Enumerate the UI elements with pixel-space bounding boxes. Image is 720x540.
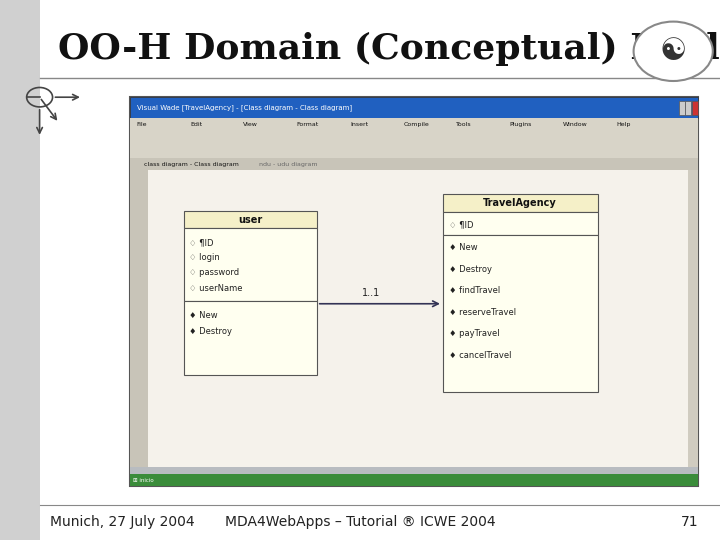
Text: Tools: Tools xyxy=(456,122,472,127)
Text: ♦ Destroy: ♦ Destroy xyxy=(449,265,492,274)
Circle shape xyxy=(634,22,713,81)
Text: Visual Wade [TravelAgency] - [Class diagram - Class diagram]: Visual Wade [TravelAgency] - [Class diag… xyxy=(137,104,352,111)
Bar xyxy=(130,170,148,467)
Text: ♦ New: ♦ New xyxy=(189,311,218,320)
Text: Plugins: Plugins xyxy=(510,122,532,127)
Bar xyxy=(130,131,698,145)
Text: ♢ userName: ♢ userName xyxy=(189,284,243,293)
Bar xyxy=(688,170,698,467)
Bar xyxy=(184,211,317,228)
Text: ⊞ inicio: ⊞ inicio xyxy=(133,477,154,483)
Bar xyxy=(443,235,598,392)
Bar xyxy=(130,118,698,131)
Text: Insert: Insert xyxy=(350,122,368,127)
Text: ♢ ¶ID: ♢ ¶ID xyxy=(449,220,473,230)
Text: OO-H Domain (Conceptual) Model: OO-H Domain (Conceptual) Model xyxy=(58,32,720,66)
Text: Window: Window xyxy=(563,122,588,127)
Bar xyxy=(130,97,698,486)
Text: ♦ New: ♦ New xyxy=(449,243,477,252)
Text: ♦ findTravel: ♦ findTravel xyxy=(449,286,500,295)
Text: ♦ reserveTravel: ♦ reserveTravel xyxy=(449,308,516,317)
Text: ♦ payTravel: ♦ payTravel xyxy=(449,329,499,339)
Bar xyxy=(692,101,698,115)
Text: ♦ Destroy: ♦ Destroy xyxy=(189,327,233,336)
Bar xyxy=(148,170,688,467)
Text: TravelAgency: TravelAgency xyxy=(483,198,557,208)
Text: user: user xyxy=(238,214,262,225)
Bar xyxy=(685,101,691,115)
Text: ♢ password: ♢ password xyxy=(189,268,240,278)
Bar xyxy=(443,194,598,212)
Bar xyxy=(130,467,698,486)
Text: ♢ ¶ID: ♢ ¶ID xyxy=(189,238,214,247)
Text: ndu - udu diagram: ndu - udu diagram xyxy=(259,161,318,167)
Text: View: View xyxy=(243,122,258,127)
Text: Help: Help xyxy=(616,122,631,127)
Bar xyxy=(130,97,698,118)
Text: Format: Format xyxy=(297,122,319,127)
Text: ♢ login: ♢ login xyxy=(189,253,220,262)
Bar xyxy=(443,212,598,235)
Text: ☯: ☯ xyxy=(660,37,687,66)
Text: MDA4WebApps – Tutorial ® ICWE 2004: MDA4WebApps – Tutorial ® ICWE 2004 xyxy=(225,515,495,529)
Text: Edit: Edit xyxy=(190,122,202,127)
Text: class diagram - Class diagram: class diagram - Class diagram xyxy=(144,161,239,167)
Text: Munich, 27 July 2004: Munich, 27 July 2004 xyxy=(50,515,195,529)
Bar xyxy=(679,101,685,115)
Bar xyxy=(184,301,317,375)
Bar xyxy=(130,474,698,486)
Bar xyxy=(0,0,40,540)
Text: File: File xyxy=(137,122,148,127)
Bar xyxy=(184,228,317,301)
Text: Compile: Compile xyxy=(403,122,429,127)
Text: ♦ cancelTravel: ♦ cancelTravel xyxy=(449,351,511,360)
Text: 71: 71 xyxy=(681,515,698,529)
Text: 1..1: 1..1 xyxy=(361,288,380,298)
Bar xyxy=(130,145,698,158)
Bar xyxy=(130,158,698,170)
